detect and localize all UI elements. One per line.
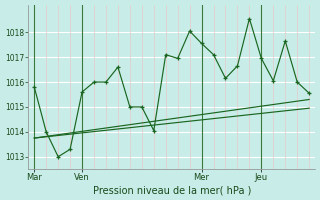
X-axis label: Pression niveau de la mer( hPa ): Pression niveau de la mer( hPa ) — [92, 185, 251, 195]
